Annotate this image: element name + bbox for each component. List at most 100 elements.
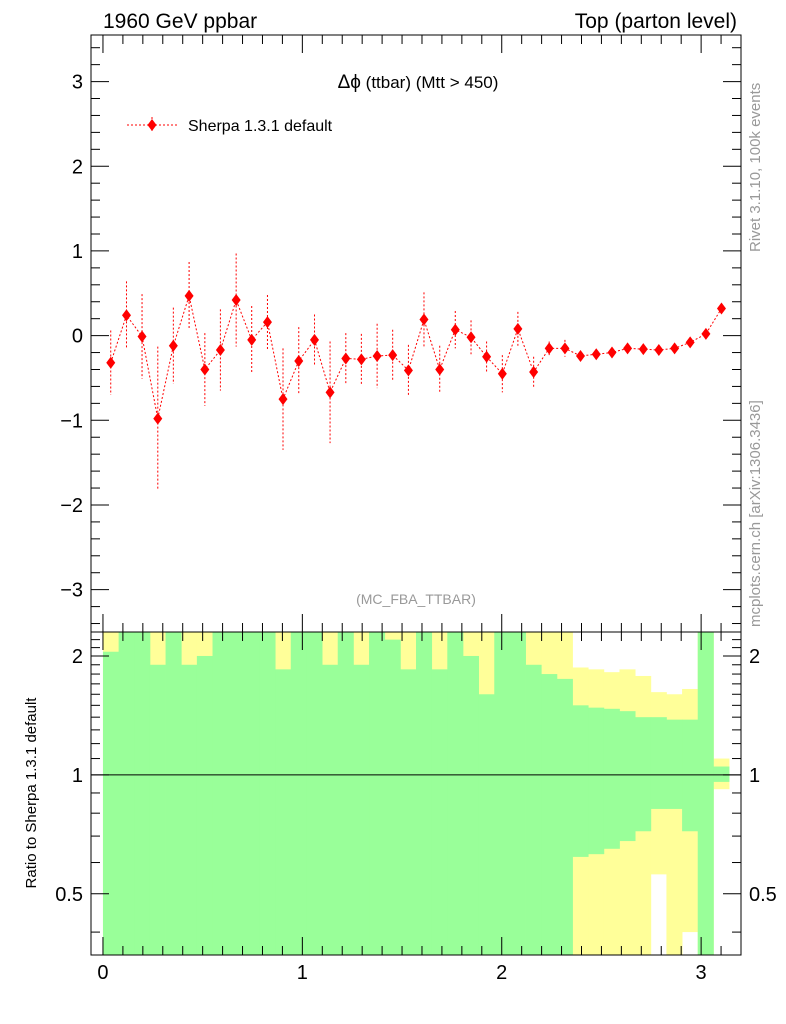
data-point xyxy=(137,330,147,343)
inner-band-bin xyxy=(682,719,699,832)
inner-band-bin xyxy=(572,705,589,857)
inner-band-bin xyxy=(290,632,307,955)
x-tick-label: 2 xyxy=(496,962,507,984)
data-point xyxy=(670,342,680,355)
data-point xyxy=(278,393,288,406)
inner-band-bin xyxy=(306,632,323,955)
inner-band-bin xyxy=(603,708,620,849)
analysis-name-label: (MC_FBA_TTBAR) xyxy=(356,591,476,607)
inner-band-bin xyxy=(541,674,558,955)
inner-band-bin xyxy=(462,655,480,955)
data-point xyxy=(403,364,413,377)
header-process-label: Top (parton level) xyxy=(575,10,737,33)
inner-band-bin xyxy=(384,639,401,955)
main-y-tick-label: −3 xyxy=(60,580,83,602)
series-line xyxy=(110,293,722,419)
ratio-y-tick-label-right: 0.5 xyxy=(749,884,777,906)
main-y-tick-label: 1 xyxy=(72,241,83,263)
main-y-tick-labels: −3 −2 −1 0 1 2 3 xyxy=(60,72,83,602)
main-y-tick-label: 0 xyxy=(72,326,83,348)
inner-band-bin xyxy=(509,632,526,955)
header-collider-label: 1960 GeV ppbar xyxy=(103,10,257,33)
inner-band-bin xyxy=(416,632,433,955)
inner-band-bin xyxy=(635,717,652,832)
mcplots-credit-label: mcplots.cern.ch [arXiv:1306.3436] xyxy=(747,400,764,627)
data-point xyxy=(106,356,116,369)
data-point xyxy=(153,412,163,425)
data-point xyxy=(482,350,492,363)
inner-band-bin xyxy=(228,632,245,955)
data-point xyxy=(184,289,194,302)
ratio-tick-marks xyxy=(91,632,742,955)
ratio-y-axis-label: Ratio to Sherpa 1.3.1 default xyxy=(23,697,40,889)
data-point xyxy=(372,349,382,362)
main-y-tick-label: 3 xyxy=(72,72,83,94)
ratio-y-tick-label-right: 2 xyxy=(749,646,760,668)
inner-band-bin xyxy=(353,664,370,955)
data-point xyxy=(654,344,664,357)
data-point xyxy=(215,344,225,357)
data-point xyxy=(607,346,617,359)
data-point xyxy=(701,327,711,340)
legend-marker xyxy=(147,119,157,131)
inner-band-bin xyxy=(165,632,182,955)
data-point xyxy=(685,336,695,349)
data-point xyxy=(310,333,320,346)
data-point xyxy=(200,363,210,376)
data-point xyxy=(450,323,460,336)
x-tick-label: 1 xyxy=(297,962,308,984)
data-point xyxy=(638,343,648,356)
data-point xyxy=(231,294,241,307)
ratio-uncertainty-bands xyxy=(102,632,730,955)
inner-band-bin xyxy=(588,707,605,855)
inner-band-bin xyxy=(556,678,573,955)
data-point xyxy=(544,342,554,355)
plot-title-symbol: Δϕ xyxy=(338,72,361,93)
inner-band-bin xyxy=(322,664,339,955)
ratio-y-tick-label-right: 1 xyxy=(749,765,760,787)
data-point xyxy=(419,313,429,326)
data-point xyxy=(121,309,131,322)
plot-title: Δϕ (ttbar) (Mtt > 450) xyxy=(338,72,499,93)
data-point xyxy=(575,349,585,362)
data-point xyxy=(591,348,601,361)
inner-band-bin xyxy=(212,632,229,955)
data-point xyxy=(388,349,398,362)
inner-band-bin xyxy=(619,711,636,842)
ratio-y-tick-label: 0.5 xyxy=(55,884,83,906)
data-point xyxy=(435,363,445,376)
inner-band-bin xyxy=(650,717,667,809)
inner-band-bin xyxy=(337,632,354,955)
data-point xyxy=(325,386,335,399)
data-point xyxy=(294,355,304,368)
x-tick-label: 3 xyxy=(696,962,707,984)
ratio-y-tick-label: 1 xyxy=(72,765,83,787)
data-point xyxy=(529,366,539,379)
main-y-tick-label: −1 xyxy=(60,410,83,432)
ratio-frame xyxy=(90,631,742,956)
x-tick-label: 0 xyxy=(97,962,108,984)
inner-band-bin xyxy=(478,694,495,955)
inner-band-bin xyxy=(697,632,714,955)
inner-band-bin xyxy=(149,664,166,955)
main-plot-panel: −3 −2 −1 0 1 2 3 Δϕ (ttbar) (Mtt > 450) Sherpa… xyxy=(60,34,742,633)
x-tick-labels: 0 1 2 3 xyxy=(97,962,706,984)
data-point xyxy=(247,333,257,346)
legend-label: Sherpa 1.3.1 default xyxy=(188,118,333,135)
inner-band-bin xyxy=(243,632,260,955)
inner-band-bin xyxy=(196,655,213,955)
inner-band-bin xyxy=(666,719,683,809)
inner-band-bin xyxy=(275,669,292,955)
ratio-y-tick-label: 2 xyxy=(72,646,83,668)
plot-title-rest: (ttbar) (Mtt > 450) xyxy=(361,73,498,92)
inner-band-bin xyxy=(102,651,120,955)
data-point xyxy=(623,342,633,355)
main-y-tick-label: −2 xyxy=(60,495,83,517)
legend: Sherpa 1.3.1 default xyxy=(127,117,333,135)
data-point xyxy=(356,353,366,366)
data-point xyxy=(497,367,507,380)
main-tick-marks xyxy=(91,35,742,632)
inner-band-bin xyxy=(494,632,511,955)
inner-band-bin xyxy=(181,664,198,955)
